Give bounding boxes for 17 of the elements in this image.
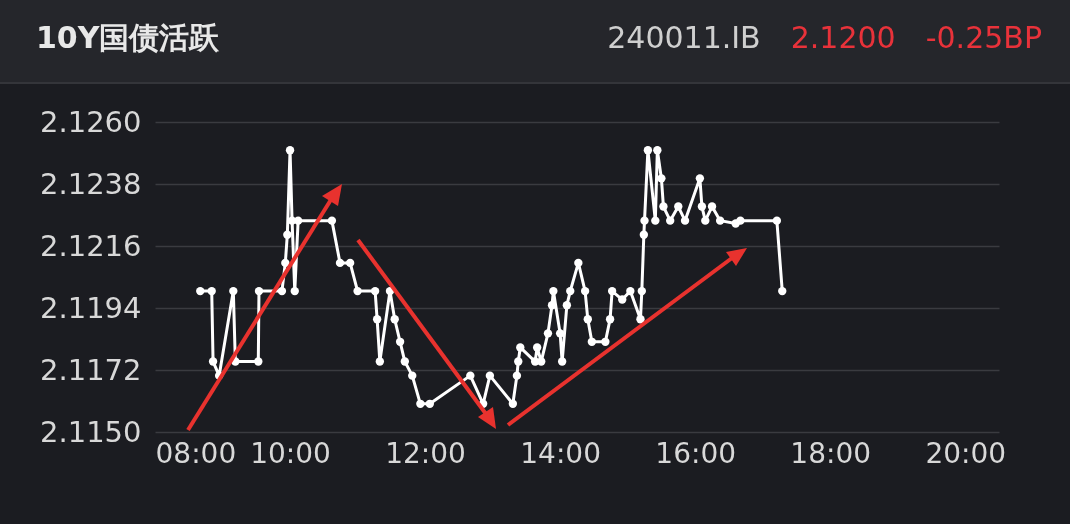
- text: -0.25BP: [925, 20, 1042, 55]
- x-tick-label: 08:00: [155, 436, 237, 470]
- y-tick-label: 2.1194: [40, 290, 142, 325]
- x-tick-label: 20:00: [925, 436, 1007, 470]
- x-tick-label: 14:00: [520, 436, 601, 470]
- chart-title: 10Y国债活跃: [36, 19, 220, 57]
- y-tick-label: 2.1216: [40, 228, 142, 263]
- x-tick-label: 10:00: [250, 436, 331, 470]
- x-tick-label: 12:00: [385, 436, 466, 470]
- y-tick-label: 2.1172: [40, 352, 142, 387]
- y-tick-label: 2.1260: [40, 104, 142, 139]
- x-tick-label: 18:00: [790, 436, 872, 470]
- y-tick-label: 2.1150: [40, 414, 142, 449]
- text: 2.1200: [790, 20, 896, 55]
- x-tick-label: 16:00: [655, 436, 737, 470]
- y-tick-label: 2.1238: [40, 166, 142, 201]
- text: 240011.IB: [607, 20, 761, 55]
